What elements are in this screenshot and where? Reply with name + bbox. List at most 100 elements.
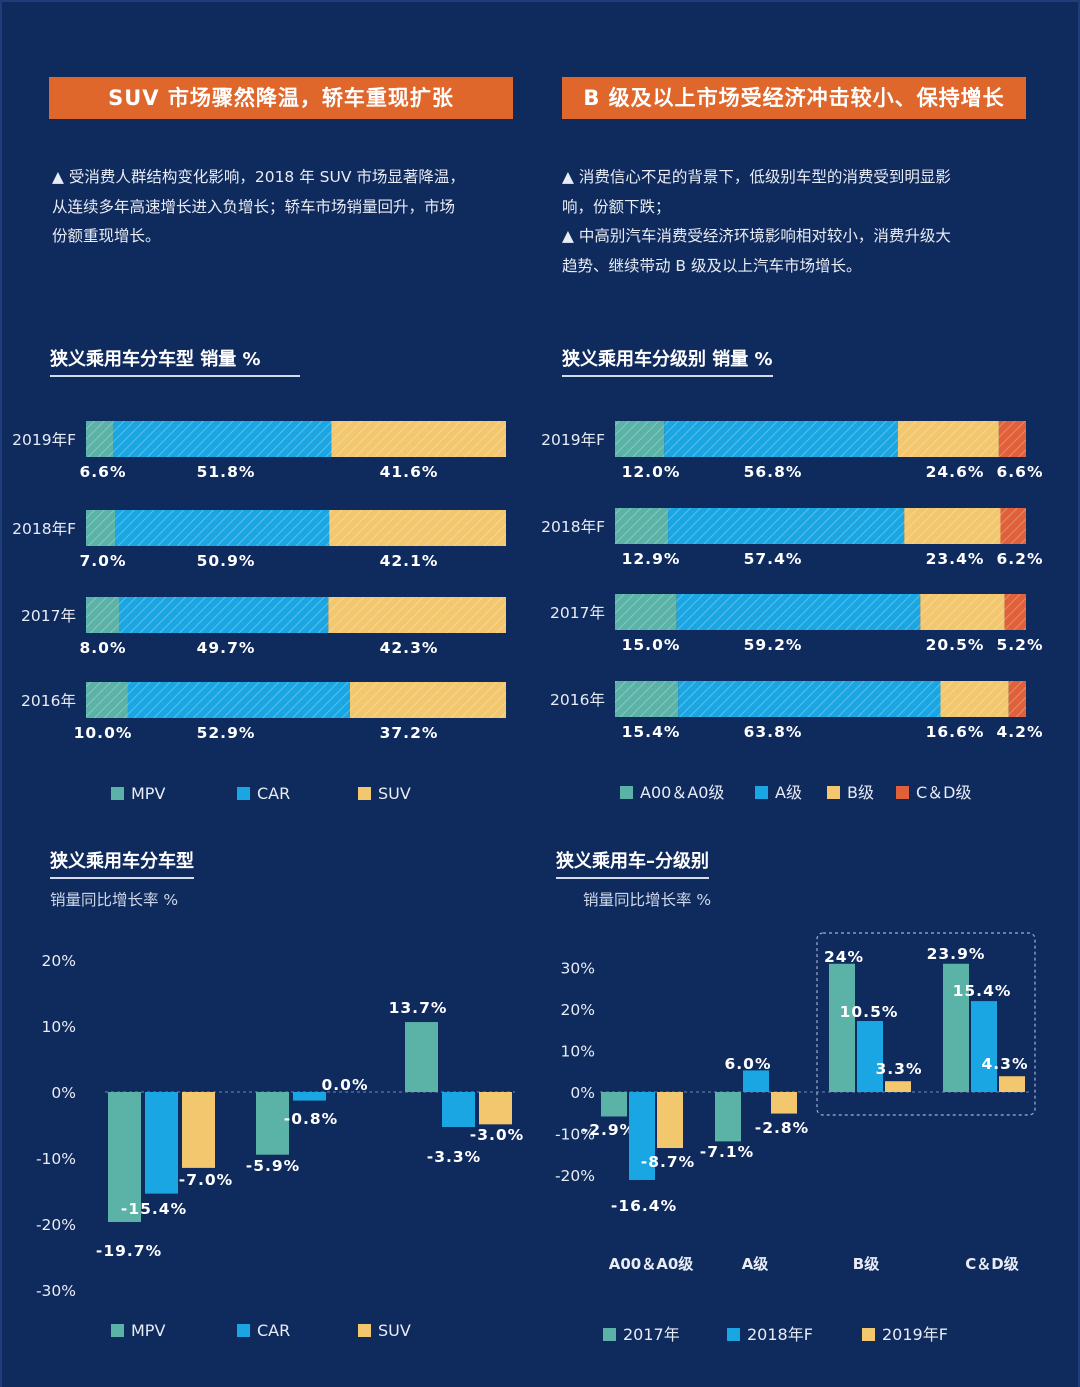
growth-value-label: -7.0% (179, 1171, 233, 1189)
legend-label: A级 (775, 783, 802, 802)
stack-segment-hatch (119, 597, 329, 633)
legend-item: A00＆A0级 (620, 779, 724, 803)
growth-value-label: 10.5% (840, 1003, 899, 1021)
stack-segment-hatch (998, 421, 1026, 457)
growth-bar (293, 1092, 326, 1101)
stack-value-label: 41.6% (380, 463, 439, 481)
growth-bar (971, 1001, 997, 1092)
legend-item: MPV (111, 1321, 165, 1340)
legend-label: SUV (378, 1321, 411, 1340)
y-tick-label: -20% (36, 1216, 76, 1234)
stack-value-label: 8.0% (80, 639, 127, 657)
growth-value-label: -15.4% (121, 1200, 187, 1218)
x-category-label: C＆D级 (965, 1255, 1019, 1273)
growth-value-label: 0.0% (322, 1076, 369, 1094)
legend-item: CAR (237, 784, 290, 803)
stack-segment-hatch (328, 597, 506, 633)
row-label: 2017年 (550, 604, 605, 622)
legend-swatch (755, 786, 768, 799)
stack-segment-hatch (113, 421, 332, 457)
stack-segment-hatch (615, 421, 665, 457)
y-tick-label: 0% (51, 1084, 76, 1102)
legend-swatch (358, 1324, 371, 1337)
growth-bar (629, 1092, 655, 1180)
growth-bar (256, 1092, 289, 1155)
legend-swatch (111, 787, 124, 800)
growth-value-label: -2.8% (755, 1119, 809, 1137)
stack-segment-hatch (904, 508, 1001, 544)
legend-label: MPV (131, 1321, 166, 1340)
stack-segment-hatch (615, 681, 679, 717)
stack-value-label: 63.8% (744, 723, 803, 741)
stack-segment-hatch (86, 597, 120, 633)
stack-segment-hatch (86, 421, 114, 457)
legend-item: B级 (827, 779, 874, 803)
y-tick-label: 10% (42, 1018, 76, 1036)
growth-bar (657, 1092, 683, 1149)
stack-segment-hatch (940, 681, 1009, 717)
y-tick-label: 10% (561, 1043, 595, 1061)
legend-item: A级 (755, 779, 802, 803)
growth-value-label: 3.3% (876, 1060, 923, 1078)
legend-label: 2017年 (623, 1325, 680, 1344)
stack-segment-hatch (668, 508, 905, 544)
stack-value-label: 4.2% (997, 723, 1044, 741)
stack-segment-hatch (115, 510, 330, 546)
stack-segment-hatch (86, 682, 128, 718)
x-category-label: A00＆A0级 (609, 1255, 695, 1273)
row-label: 2017年 (21, 607, 76, 625)
growth-value-label: -5.9% (246, 1157, 300, 1175)
stack-value-label: 42.3% (380, 639, 439, 657)
legend-item: SUV (358, 1321, 411, 1340)
y-tick-label: 0% (570, 1084, 595, 1102)
right-bullet-line: ▲ 中高别汽车消费受经济环境影响相对较小，消费升级大 (562, 227, 951, 245)
growth-value-label: -19.7% (96, 1242, 162, 1260)
x-category-label: B级 (853, 1255, 880, 1273)
stack-segment-hatch (920, 594, 1005, 630)
chart4-growth-bars: 30% 20% 10% 0% -10% -20% -2.9% -16.4% -8.7% -7.1%… (555, 932, 1036, 1273)
left-bullet-line: 从连续多年高速增长进入负增长；轿车市场销量回升，市场 (52, 197, 456, 216)
stack-segment-hatch (329, 510, 506, 546)
stack-value-label: 37.2% (380, 724, 439, 742)
stack-value-label: 6.2% (997, 550, 1044, 568)
growth-bar (715, 1092, 741, 1142)
legend-swatch (111, 1324, 124, 1337)
stack-value-label: 12.0% (622, 463, 681, 481)
stack-value-label: 52.9% (197, 724, 256, 742)
growth-value-label: -7.1% (700, 1143, 754, 1161)
legend-swatch (603, 1328, 616, 1341)
growth-value-label: 15.4% (953, 982, 1012, 1000)
row-label: 2018年F (541, 518, 605, 536)
stack-segment-hatch (897, 421, 999, 457)
stack-segment-hatch (615, 594, 677, 630)
stack-segment-hatch (664, 421, 898, 457)
legend-swatch (727, 1328, 740, 1341)
stack-value-label: 49.7% (197, 639, 256, 657)
stack-segment-hatch (1008, 681, 1026, 717)
growth-bar (145, 1092, 178, 1194)
legend-item: 2017年 (603, 1321, 680, 1345)
legend-label: MPV (131, 784, 166, 803)
left-bullets: ▲ 受消费人群结构变化影响，2018 年 SUV 市场显著降温， 从连续多年高速… (52, 163, 522, 252)
left-bullet-line: 份额重现增长。 (52, 227, 161, 245)
stack-segment-hatch (615, 508, 669, 544)
right-bullet-line: ▲ 消费信心不足的背景下，低级别车型的消费受到明显影 (562, 168, 951, 186)
legend-swatch (862, 1328, 875, 1341)
chart3-growth-bars: 20% 10% 0% -10% -20% -30% -19.7% -15.4% -7.0% -5.… (36, 952, 523, 1300)
highlight-box (816, 932, 1036, 1116)
growth-bar (857, 1021, 883, 1092)
legend-swatch (358, 787, 371, 800)
legend-swatch (827, 786, 840, 799)
growth-bar (405, 1022, 438, 1092)
row-label: 2019年F (12, 431, 76, 449)
growth-value-label: 23.9% (927, 945, 986, 963)
legend-item: 2018年F (727, 1321, 813, 1345)
stack-value-label: 7.0% (80, 552, 127, 570)
legend-swatch (237, 787, 250, 800)
stack-value-label: 24.6% (926, 463, 985, 481)
right-bullet-line: 响，份额下跌； (562, 197, 671, 216)
y-tick-label: -30% (36, 1282, 76, 1300)
chart3-title: 狭义乘用车分车型 (50, 847, 194, 879)
row-label: 2019年F (541, 431, 605, 449)
